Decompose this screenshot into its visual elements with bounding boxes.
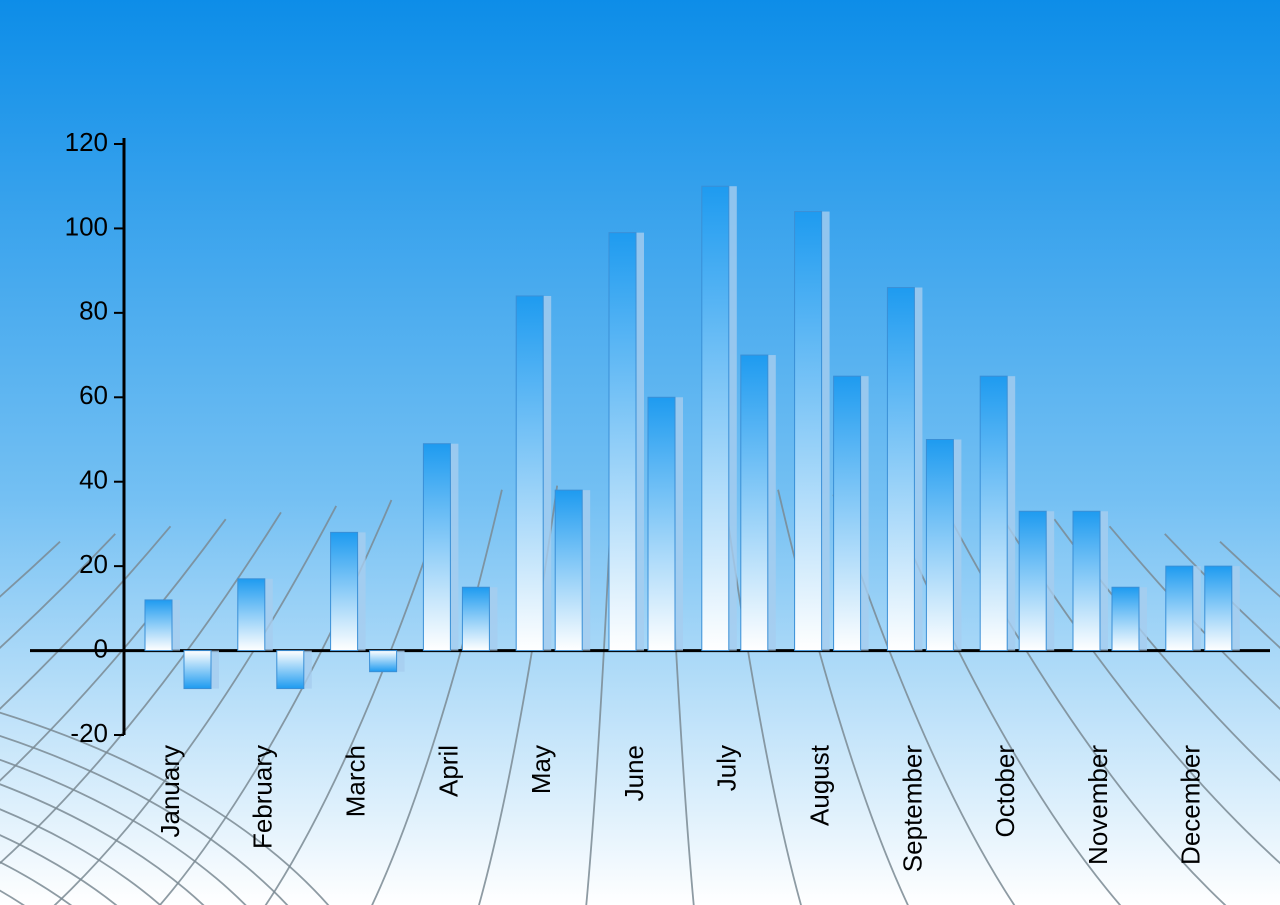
bar-series-a	[702, 186, 729, 650]
y-tick-label: 0	[94, 633, 108, 663]
bar-series-b	[277, 651, 304, 689]
chart-container: -20 0 20 40 60 80 100 120 January February March A…	[0, 0, 1280, 905]
x-tick-label: December	[1176, 745, 1206, 865]
x-tick-label: March	[340, 745, 370, 817]
x-tick-label: November	[1083, 745, 1113, 865]
x-tick-label: October	[990, 745, 1020, 838]
bar-series-b	[648, 397, 675, 650]
bar-series-a	[609, 233, 636, 651]
x-tick-label: February	[248, 745, 278, 849]
bar-series-a	[795, 212, 822, 651]
y-tick-label: 60	[79, 380, 108, 410]
x-tick-label: May	[526, 745, 556, 794]
bar-series-a	[145, 600, 172, 651]
bar-series-b	[926, 440, 953, 651]
bar-series-a	[980, 376, 1007, 650]
bar-series-b	[555, 490, 582, 650]
bar-series-a	[887, 288, 914, 651]
bar-series-b	[1112, 587, 1139, 650]
bar-series-a	[331, 532, 358, 650]
x-tick-label: April	[433, 745, 463, 797]
y-tick-label: 120	[65, 127, 108, 157]
x-tick-label: January	[155, 745, 185, 838]
chart-svg: -20 0 20 40 60 80 100 120 January February March A…	[0, 0, 1280, 905]
bar-series-a	[238, 579, 265, 651]
bar-series-b	[834, 376, 861, 650]
bar-series-a	[423, 444, 450, 651]
x-tick-label: July	[712, 745, 742, 791]
x-tick-label: June	[619, 745, 649, 801]
bar-series-b	[462, 587, 489, 650]
bar-series-b	[1205, 566, 1232, 650]
bar-series-a	[516, 296, 543, 651]
x-tick-label: August	[804, 744, 834, 826]
bar-series-a	[1166, 566, 1193, 650]
bar-series-b	[370, 651, 397, 672]
bar-series-a	[1073, 511, 1100, 650]
y-tick-label: 100	[65, 211, 108, 241]
x-tick-label: September	[897, 745, 927, 873]
bar-series-b	[1019, 511, 1046, 650]
bar-series-b	[741, 355, 768, 650]
y-tick-label: 20	[79, 549, 108, 579]
y-tick-label: 40	[79, 465, 108, 495]
y-tick-label: -20	[70, 718, 108, 748]
y-tick-label: 80	[79, 296, 108, 326]
bar-series-b	[184, 651, 211, 689]
